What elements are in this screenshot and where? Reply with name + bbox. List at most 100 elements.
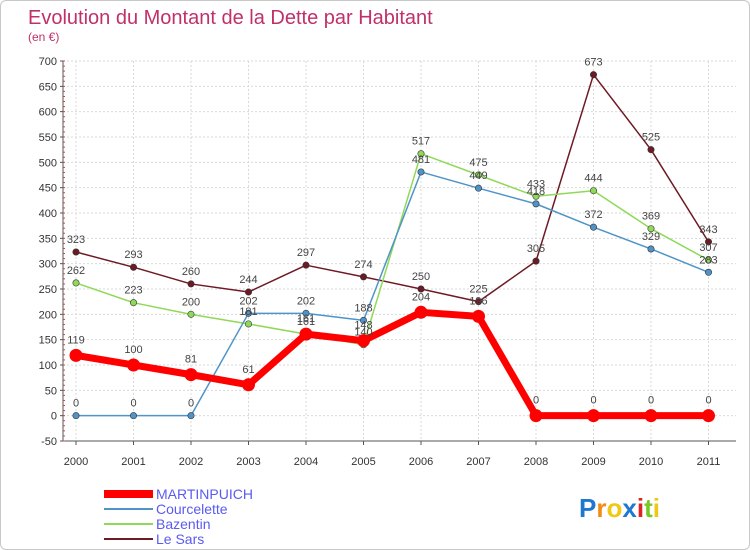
y-tick-label: 600 — [39, 107, 57, 119]
data-point — [644, 409, 658, 423]
y-tick-label: 0 — [51, 411, 57, 423]
data-point — [245, 309, 253, 317]
data-label: 517 — [412, 136, 430, 148]
series-lines — [69, 71, 715, 423]
logo-letter: i — [637, 493, 644, 523]
data-point — [242, 378, 255, 392]
data-label: 202 — [239, 295, 257, 307]
data-label: 525 — [642, 132, 660, 144]
y-tick-label: 650 — [39, 81, 57, 93]
data-point — [302, 309, 310, 317]
y-tick-label: -50 — [41, 436, 57, 448]
data-label: 181 — [239, 306, 257, 318]
series-line — [75, 308, 709, 420]
data-point — [589, 187, 597, 195]
data-point — [69, 348, 83, 362]
data-label: 196 — [469, 295, 487, 307]
data-point — [702, 409, 715, 423]
data-label: 283 — [699, 254, 717, 266]
data-point — [589, 223, 597, 231]
data-label: 372 — [584, 209, 602, 221]
data-point — [72, 279, 80, 287]
data-label: 274 — [354, 259, 372, 271]
data-point — [589, 71, 597, 79]
data-label: 673 — [584, 57, 602, 69]
data-point — [414, 305, 428, 319]
y-tick-label: 400 — [39, 208, 57, 220]
series-line — [75, 73, 710, 303]
legend-label: MARTINPUICH — [156, 486, 253, 502]
data-label: 444 — [584, 173, 602, 185]
data-point — [529, 409, 543, 423]
data-label: 100 — [124, 344, 142, 356]
x-tick-label: 2004 — [294, 456, 318, 468]
legend-label: Courcelette — [156, 501, 228, 517]
data-point — [72, 412, 80, 420]
y-tick-label: 100 — [39, 360, 57, 372]
y-tick-label: 250 — [39, 284, 57, 296]
data-point — [245, 288, 253, 296]
data-point — [474, 171, 482, 179]
series-line — [75, 152, 709, 346]
data-label: 188 — [354, 302, 372, 314]
data-point — [130, 412, 138, 420]
data-point — [474, 298, 482, 306]
x-tick-label: 2008 — [524, 456, 548, 468]
data-point — [417, 168, 425, 176]
data-label: 223 — [124, 285, 142, 297]
data-label: 119 — [67, 334, 85, 346]
y-tick-label: 450 — [39, 183, 57, 195]
data-label: 433 — [527, 178, 545, 190]
data-point — [704, 238, 712, 246]
data-label: 293 — [124, 249, 142, 261]
data-point — [472, 309, 485, 323]
data-point — [187, 280, 195, 288]
legend-label: Le Sars — [156, 531, 204, 547]
logo-letter: r — [596, 493, 606, 523]
x-tick-label: 2001 — [121, 456, 145, 468]
data-label: 418 — [527, 186, 545, 198]
data-point — [187, 412, 195, 420]
y-tick-label: 700 — [39, 56, 57, 68]
x-tick-label: 2007 — [466, 456, 490, 468]
x-tick-label: 2000 — [64, 456, 88, 468]
y-tick-label: 50 — [45, 385, 57, 397]
y-tick-label: 350 — [39, 233, 57, 245]
chart-subtitle: (en €) — [28, 30, 59, 44]
data-label: 250 — [412, 271, 430, 283]
x-tick-label: 2005 — [351, 456, 375, 468]
data-label: 225 — [469, 284, 487, 296]
data-label: 200 — [182, 296, 200, 308]
data-label: 262 — [67, 265, 85, 277]
x-tick-label: 2010 — [639, 456, 663, 468]
data-point — [299, 327, 313, 341]
y-tick-label: 200 — [39, 309, 57, 321]
data-label: 0 — [188, 398, 194, 410]
data-label: 0 — [590, 395, 596, 407]
x-tick-label: 2006 — [409, 456, 433, 468]
data-point — [302, 261, 310, 269]
data-label: 204 — [412, 291, 430, 303]
data-label: 305 — [527, 243, 545, 255]
data-label: 0 — [705, 395, 711, 407]
legend-label: Bazentin — [156, 516, 210, 532]
x-tick-label: 2011 — [697, 456, 721, 468]
y-tick-label: 300 — [39, 259, 57, 271]
data-point — [532, 257, 540, 265]
data-point — [184, 368, 198, 382]
data-point — [187, 310, 195, 318]
data-label: 475 — [469, 157, 487, 169]
data-point — [417, 150, 425, 158]
y-tick-labels: -50 0 50 100 150 200 250 300 350 400 450 500 550 600 6… — [39, 56, 65, 448]
chart-title: Evolution du Montant de la Dette par Hab… — [28, 7, 433, 29]
logo-letter: t — [644, 493, 653, 523]
y-tick-label: 550 — [39, 132, 57, 144]
data-point — [417, 285, 425, 293]
data-label: 297 — [297, 247, 315, 259]
data-label: 202 — [297, 295, 315, 307]
data-label: 244 — [239, 274, 257, 286]
logo-letter: i — [653, 493, 660, 523]
proxiti-logo: Proxiti — [579, 493, 660, 523]
data-point — [130, 263, 138, 271]
